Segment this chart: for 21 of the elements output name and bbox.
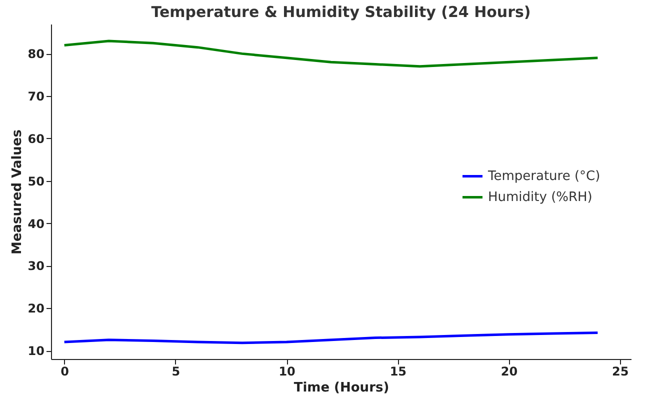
y-tick-label: 50 [28, 174, 44, 188]
line-series [63, 40, 599, 68]
y-tick-label: 40 [28, 216, 44, 231]
x-tick-label: 0 [60, 364, 70, 378]
legend-label: Humidity (%RH) [488, 190, 592, 206]
x-tick-label: 25 [612, 364, 629, 378]
legend-label: Temperature (°C) [487, 169, 600, 184]
y-tick-label: 30 [28, 259, 44, 274]
y-tick-label: 70 [28, 90, 44, 104]
y-tick-label: 60 [28, 132, 44, 146]
x-tick-label: 20 [500, 364, 518, 378]
line-series [63, 331, 599, 344]
x-tick-label: 15 [390, 364, 407, 378]
y-tick-label: 80 [28, 47, 44, 62]
x-tick-label: 5 [172, 364, 180, 378]
x-axis-title: Time (Hours) [294, 380, 390, 396]
y-tick-label: 10 [28, 344, 44, 358]
chart-title: Temperature & Humidity Stability (24 Hours) [151, 3, 531, 21]
y-tick-label: 20 [28, 302, 44, 316]
y-axis-title: Measured Values [10, 129, 25, 254]
x-tick-label: 10 [278, 364, 296, 378]
